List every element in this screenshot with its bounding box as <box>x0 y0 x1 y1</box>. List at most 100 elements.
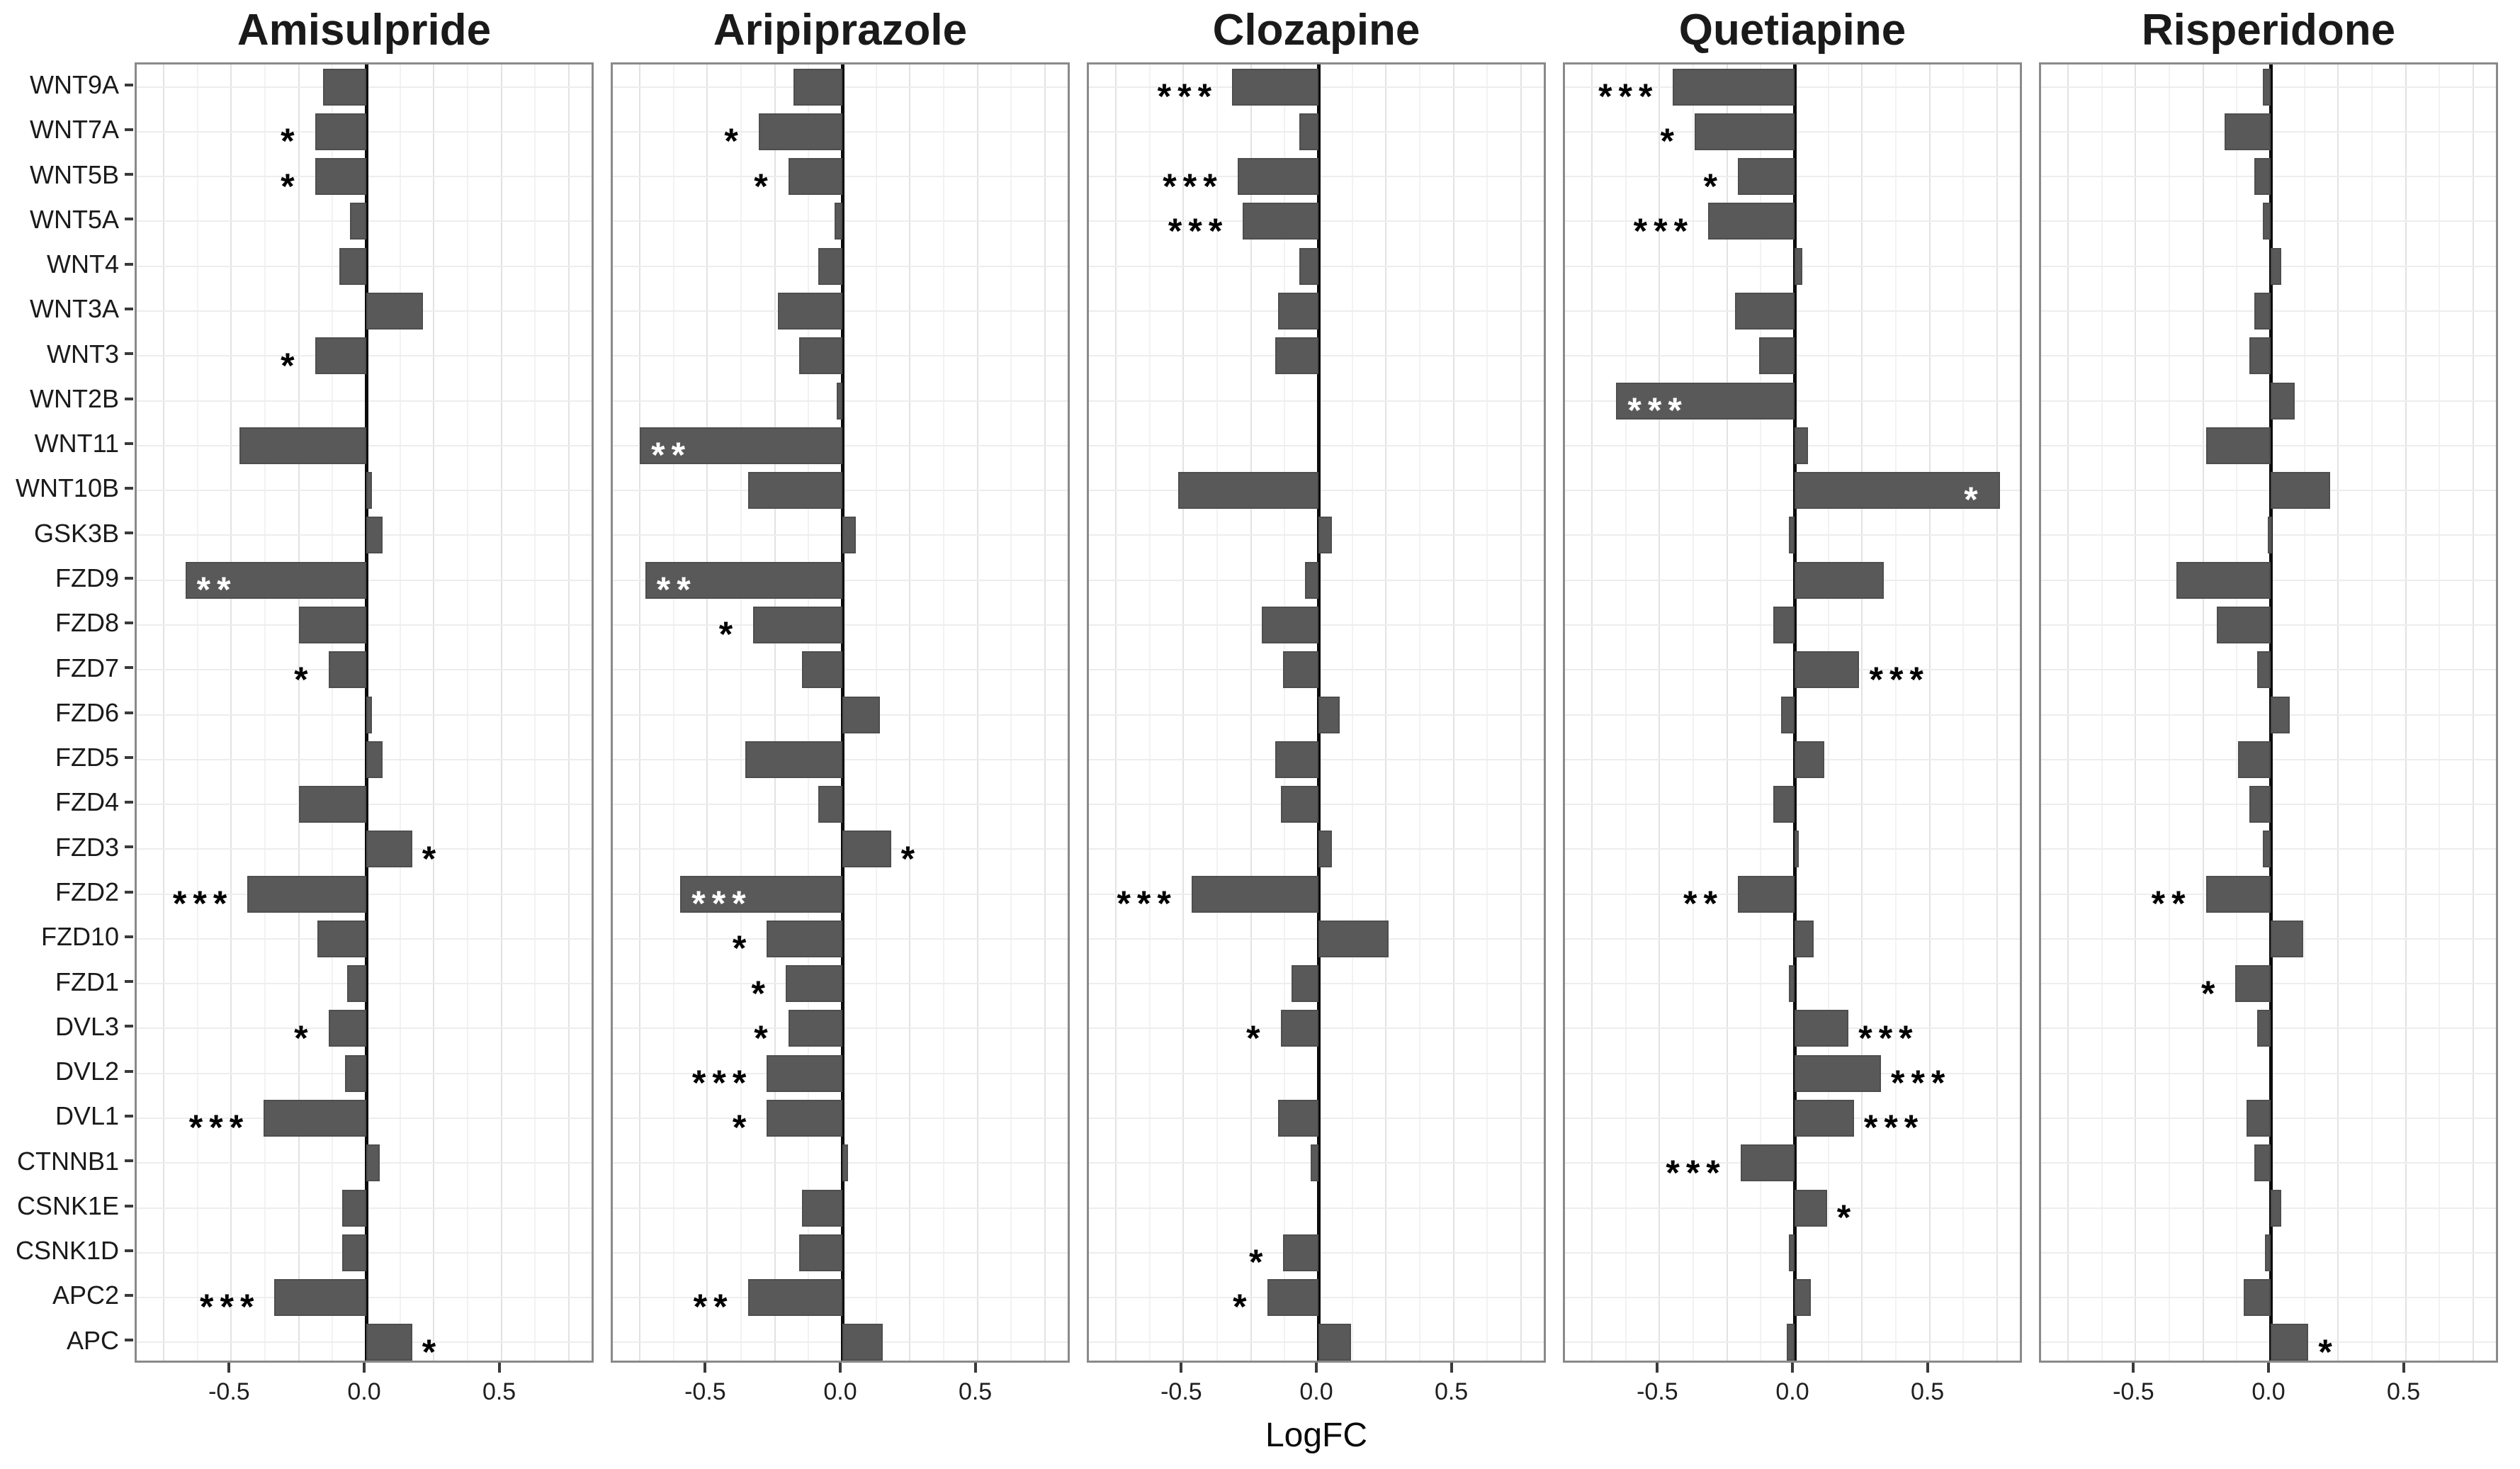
bar-amisulpride-wnt7a <box>315 113 366 150</box>
bar-clozapine-fzd8 <box>1261 606 1318 643</box>
gridline-horizontal <box>137 714 592 716</box>
bar-quetiapine-fzd3 <box>1795 831 1799 868</box>
gridline-horizontal <box>137 400 592 402</box>
gridline-vertical <box>1928 64 1931 1361</box>
bar-amisulpride-wnt9a <box>323 68 366 106</box>
panel-amisulpride: * * * ** * * *** * *** *** * <box>135 62 594 1372</box>
x-axis-tick <box>973 1363 977 1373</box>
bar-quetiapine-wnt7a <box>1694 113 1795 150</box>
bar-quetiapine-dvl3 <box>1795 1010 1849 1047</box>
significance-stars: *** <box>1598 76 1659 116</box>
gridline-horizontal <box>137 1341 592 1344</box>
bar-risperidone-apc <box>2271 1324 2309 1361</box>
bar-clozapine-gsk3b <box>1318 517 1333 554</box>
x-axis-tick <box>839 1363 842 1373</box>
gene-label-dvl3: DVL3 <box>55 1011 119 1041</box>
bar-quetiapine-gsk3b <box>1789 517 1795 554</box>
gene-label-apc2: APC2 <box>52 1281 119 1310</box>
bar-aripiprazole-fzd7 <box>801 651 842 689</box>
x-tick-label: -0.5 <box>1160 1378 1202 1405</box>
gridline-vertical <box>740 64 742 1361</box>
gene-label-fzd10: FZD10 <box>40 922 119 952</box>
bar-amisulpride-wnt10b <box>366 472 372 510</box>
gridline-vertical <box>1861 64 1863 1361</box>
x-tick-label: -0.5 <box>208 1378 250 1405</box>
gene-label-dvl2: DVL2 <box>55 1057 119 1086</box>
gridline-vertical <box>332 64 334 1361</box>
y-axis-tick <box>125 1294 133 1298</box>
gridline-vertical <box>1250 64 1252 1361</box>
bar-quetiapine-wnt4 <box>1795 247 1803 285</box>
gridline-vertical <box>909 64 911 1361</box>
gridline-vertical <box>2067 64 2069 1361</box>
bar-amisulpride-wnt3a <box>366 293 424 330</box>
significance-stars: * <box>281 121 301 162</box>
gridline-vertical <box>163 64 165 1361</box>
bar-risperidone-csnk1e <box>2271 1189 2282 1227</box>
gene-label-apc: APC <box>66 1325 119 1355</box>
gridline-vertical <box>1284 64 1286 1361</box>
bar-quetiapine-wnt3 <box>1759 337 1795 375</box>
significance-stars: ** <box>1683 883 1724 923</box>
bar-risperidone-csnk1d <box>2265 1234 2271 1271</box>
gridline-horizontal <box>2041 938 2496 940</box>
bar-amisulpride-dvl2 <box>344 1054 366 1092</box>
x-axis-tick <box>1791 1363 1794 1373</box>
bar-quetiapine-csnk1e <box>1795 1189 1827 1227</box>
significance-stars: *** <box>1627 390 1688 430</box>
gridline-vertical <box>942 64 944 1361</box>
bar-risperidone-wnt7a <box>2225 113 2271 150</box>
y-axis-tick <box>125 1204 133 1208</box>
gene-label-fzd3: FZD3 <box>55 832 119 862</box>
y-axis-tick <box>125 352 133 356</box>
bar-clozapine-wnt4 <box>1299 247 1318 285</box>
gene-label-csnk1d: CSNK1D <box>15 1236 119 1266</box>
gridline-horizontal <box>137 310 592 313</box>
significance-stars: *** <box>200 1287 261 1327</box>
gene-label-gsk3b: GSK3B <box>33 518 119 548</box>
x-tick-label: -0.5 <box>684 1378 726 1405</box>
bar-amisulpride-apc <box>366 1324 412 1361</box>
gridline-horizontal <box>1089 444 1544 446</box>
bar-quetiapine-wnt9a <box>1673 68 1795 106</box>
bar-aripiprazole-fzd5 <box>745 741 842 778</box>
panel-title-clozapine: Clozapine <box>1212 6 1420 55</box>
y-axis-tick <box>125 1025 133 1028</box>
gridline-vertical <box>1520 64 1522 1361</box>
gridline-horizontal <box>1565 490 2020 492</box>
gridline-vertical <box>534 64 536 1361</box>
significance-stars: * <box>281 345 301 385</box>
bar-risperidone-wnt10b <box>2271 472 2330 510</box>
significance-stars: *** <box>691 883 752 923</box>
gene-label-fzd8: FZD8 <box>55 608 119 638</box>
bar-quetiapine-wnt2b <box>1616 382 1795 420</box>
x-tick-label: 0.0 <box>823 1378 857 1405</box>
significance-stars: * <box>1248 1242 1270 1283</box>
bar-risperidone-fzd9 <box>2176 561 2271 599</box>
gridline-vertical <box>196 64 198 1361</box>
gridline-horizontal <box>2041 400 2496 402</box>
bar-quetiapine-wnt3a <box>1735 293 1795 330</box>
y-axis-tick <box>125 890 133 894</box>
bar-aripiprazole-dvl3 <box>788 1010 842 1047</box>
gridline-horizontal <box>1565 579 2020 581</box>
bar-aripiprazole-wnt11 <box>640 427 842 464</box>
bar-risperidone-fzd10 <box>2271 920 2303 957</box>
gridline-vertical <box>2135 64 2137 1361</box>
x-tick-label: 0.0 <box>1299 1378 1333 1405</box>
bar-amisulpride-fzd7 <box>328 651 366 689</box>
gridline-horizontal <box>1089 534 1544 536</box>
gridline-vertical <box>399 64 401 1361</box>
y-axis-tick <box>125 711 133 714</box>
gridline-vertical <box>1452 64 1454 1361</box>
bar-aripiprazole-dvl2 <box>767 1054 842 1092</box>
x-axis-tick <box>497 1363 501 1373</box>
panel-title-amisulpride: Amisulpride <box>237 6 492 55</box>
bar-amisulpride-wnt5b <box>315 158 366 196</box>
gridline-horizontal <box>1565 758 2020 760</box>
bar-quetiapine-fzd7 <box>1795 651 1860 689</box>
y-axis-tick <box>125 128 133 131</box>
bar-risperidone-dvl3 <box>2256 1010 2271 1047</box>
gridline-vertical <box>1625 64 1627 1361</box>
x-axis-tick <box>1315 1363 1318 1373</box>
